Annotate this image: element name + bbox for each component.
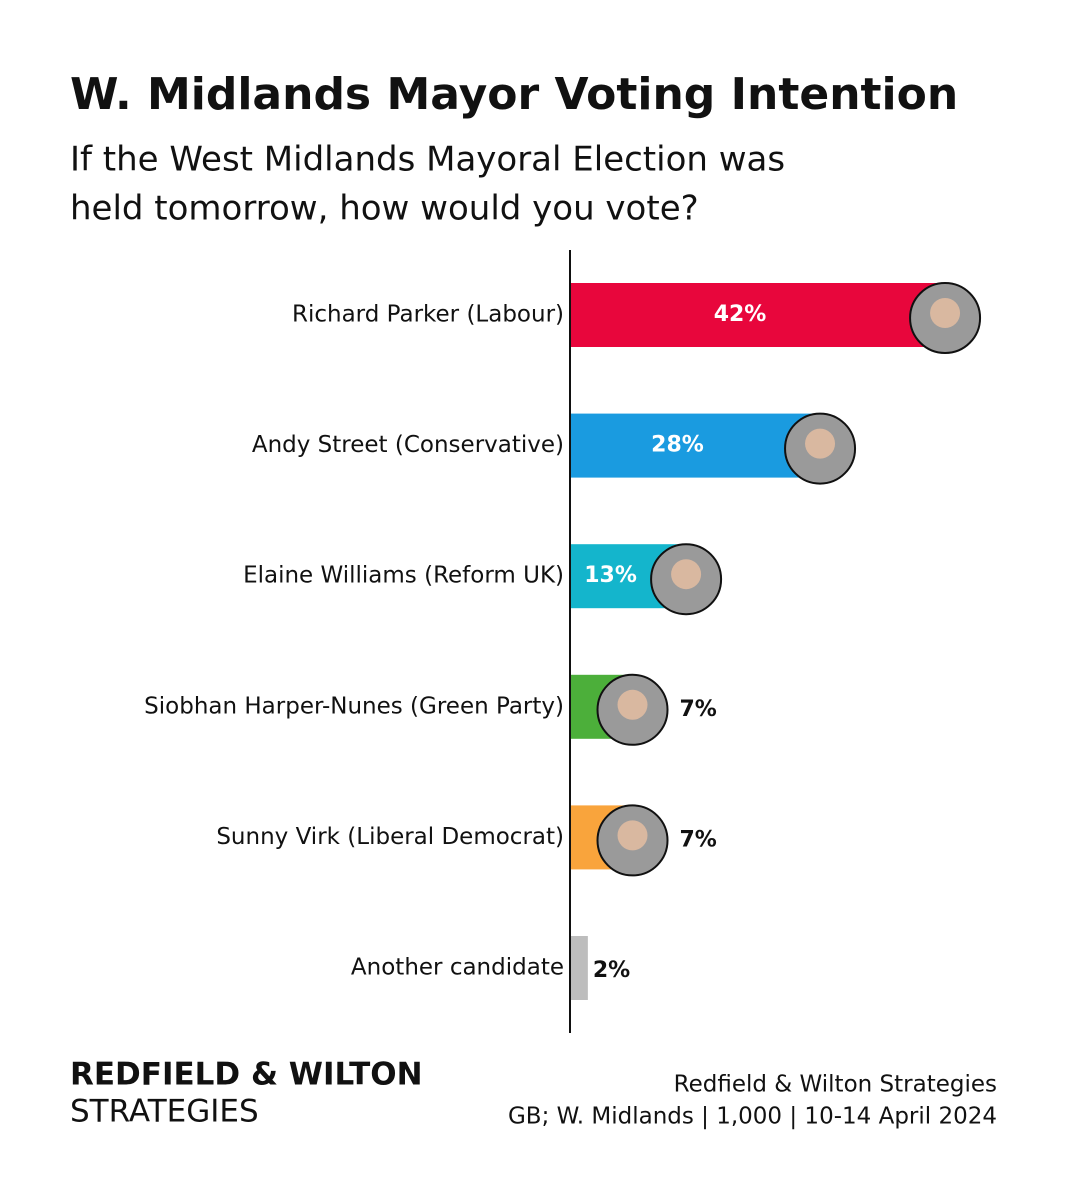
- value-label: 2%: [593, 958, 630, 983]
- chart-subtitle: held tomorrow, how would you vote?: [70, 189, 699, 229]
- bar: [571, 413, 821, 478]
- source: Redfield & Wilton Strategies: [674, 1072, 997, 1098]
- bar: [571, 283, 946, 347]
- value-label: 42%: [714, 302, 767, 327]
- photo-face: [805, 428, 836, 459]
- photo-face: [930, 298, 961, 328]
- brand: STRATEGIES: [70, 1094, 259, 1130]
- brand: REDFIELD & WILTON: [70, 1057, 423, 1093]
- category-label: Andy Street (Conservative): [252, 432, 564, 458]
- value-label: 28%: [651, 433, 704, 458]
- chart-title: W. Midlands Mayor Voting Intention: [70, 69, 958, 120]
- photo-face: [671, 559, 702, 590]
- category-label: Another candidate: [351, 955, 564, 981]
- category-label: Sunny Virk (Liberal Democrat): [216, 824, 564, 850]
- bar: [571, 936, 588, 1000]
- photo-face: [617, 689, 648, 720]
- chart-subtitle: If the West Midlands Mayoral Election wa…: [70, 140, 785, 180]
- source: GB; W. Midlands | 1,000 | 10-14 April 20…: [508, 1104, 997, 1130]
- value-label: 7%: [680, 697, 717, 722]
- photo-face: [617, 820, 648, 851]
- value-label: 7%: [680, 827, 717, 852]
- category-label: Elaine Williams (Reform UK): [243, 563, 564, 589]
- category-label: Siobhan Harper-Nunes (Green Party): [144, 693, 564, 719]
- value-label: 13%: [584, 563, 637, 588]
- category-label: Richard Parker (Labour): [292, 302, 564, 328]
